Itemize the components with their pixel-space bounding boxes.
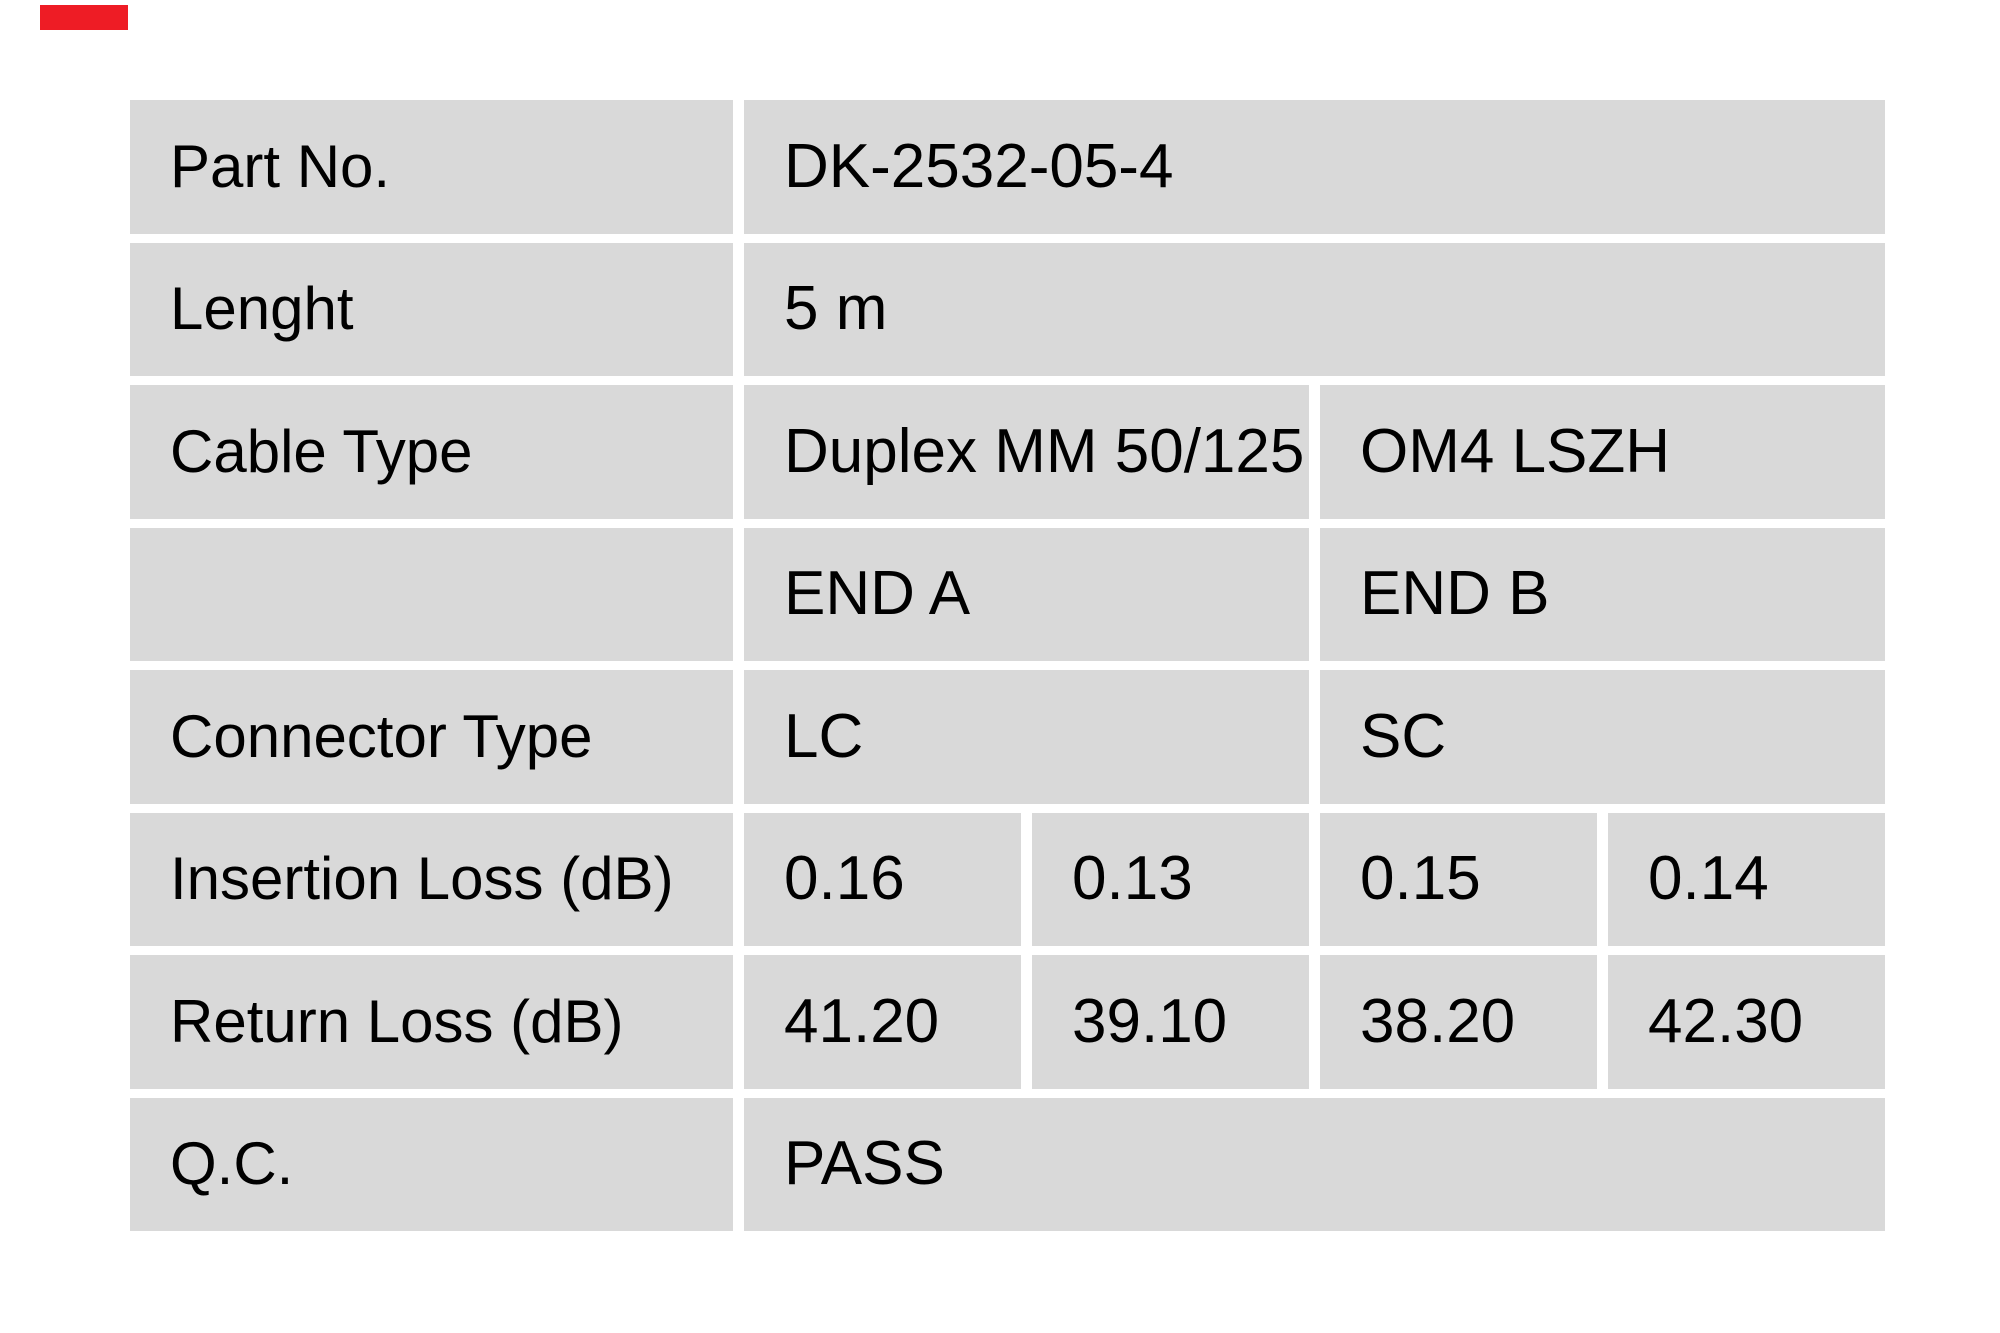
cell-qc-result: PASS [744,1097,1885,1231]
row-label-return-loss: Return Loss (dB) [130,955,733,1089]
row-label-length: Lenght [130,242,733,376]
cell-insertion-loss-end-a-1: 0.16 [744,812,1021,946]
spec-table: Part No. DK-2532-05-4 Lenght 5 m Cable T… [130,100,1885,1231]
cell-return-loss-end-b-2: 42.30 [1608,955,1885,1089]
cell-insertion-loss-end-b-1: 0.15 [1320,812,1597,946]
row-label-insertion-loss: Insertion Loss (dB) [130,812,733,946]
row-label-cable-type: Cable Type [130,385,733,519]
cell-cable-type-value-1: Duplex MM 50/125 [744,385,1309,519]
cell-insertion-loss-end-a-2: 0.13 [1032,812,1309,946]
cell-connector-end-b: SC [1320,670,1885,804]
cell-return-loss-end-a-1: 41.20 [744,955,1021,1089]
row-label-qc: Q.C. [130,1097,733,1231]
cell-connector-end-a: LC [744,670,1309,804]
row-label-connector-type: Connector Type [130,670,733,804]
cell-end-a-header: END A [744,527,1309,661]
cell-insertion-loss-end-b-2: 0.14 [1608,812,1885,946]
row-label-ends-empty [130,527,733,661]
cell-end-b-header: END B [1320,527,1885,661]
red-mark [40,5,128,30]
cell-length-value: 5 m [744,242,1885,376]
cell-return-loss-end-b-1: 38.20 [1320,955,1597,1089]
row-label-part-no: Part No. [130,100,733,234]
cell-return-loss-end-a-2: 39.10 [1032,955,1309,1089]
cell-cable-type-value-2: OM4 LSZH [1320,385,1885,519]
cell-part-no-value: DK-2532-05-4 [744,100,1885,234]
